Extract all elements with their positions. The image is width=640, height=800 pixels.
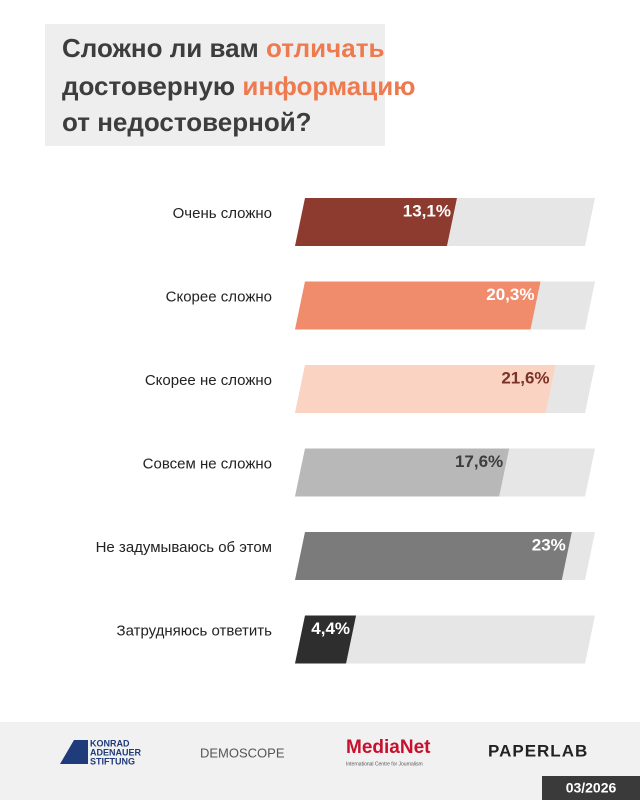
title-part: информацию xyxy=(242,71,415,101)
title-part: достоверную xyxy=(62,71,235,101)
title-part: отличать xyxy=(266,33,384,63)
bar xyxy=(295,448,510,497)
bar xyxy=(295,281,541,330)
category-label: Затрудняюсь ответить xyxy=(117,622,273,639)
chart-title-line: достоверную информацию xyxy=(62,71,415,101)
value-label: 13,1% xyxy=(403,201,451,220)
category-label: Скорее не сложно xyxy=(145,372,272,389)
chart-title-line: Сложно ли вам отличать xyxy=(62,33,384,63)
logo-text: International Centre for Journalism xyxy=(346,761,423,767)
value-label: 23% xyxy=(532,535,566,554)
logo-text: DEMOSCOPE xyxy=(200,745,285,760)
logo-text: ADENAUER xyxy=(90,747,142,757)
footer xyxy=(0,722,640,800)
bar xyxy=(295,365,556,413)
logo-icon xyxy=(60,740,88,764)
value-label: 21,6% xyxy=(501,368,549,387)
bar xyxy=(295,198,457,246)
logo-text: STIFTUNG xyxy=(90,756,135,766)
bar xyxy=(295,615,357,664)
bar xyxy=(295,532,572,580)
title-part: от недостоверной? xyxy=(62,107,312,137)
chart-title-line: от недостоверной? xyxy=(62,107,312,137)
category-label: Скорее сложно xyxy=(166,288,272,305)
bar-track xyxy=(295,615,595,664)
date: 03/2026 xyxy=(566,780,617,796)
logo-text: PAPERLAB xyxy=(488,741,588,760)
value-label: 4,4% xyxy=(311,619,350,638)
date-box xyxy=(542,776,640,800)
category-label: Не задумываюсь об этом xyxy=(96,539,272,556)
category-label: Совсем не сложно xyxy=(143,455,272,472)
title-part: Сложно ли вам xyxy=(62,33,259,63)
category-label: Очень сложно xyxy=(173,205,272,222)
value-label: 17,6% xyxy=(455,452,503,471)
logo-text: KONRAD xyxy=(90,738,130,748)
value-label: 20,3% xyxy=(486,285,534,304)
title-panel xyxy=(45,24,385,146)
logo-text: MediaNet xyxy=(346,737,431,758)
